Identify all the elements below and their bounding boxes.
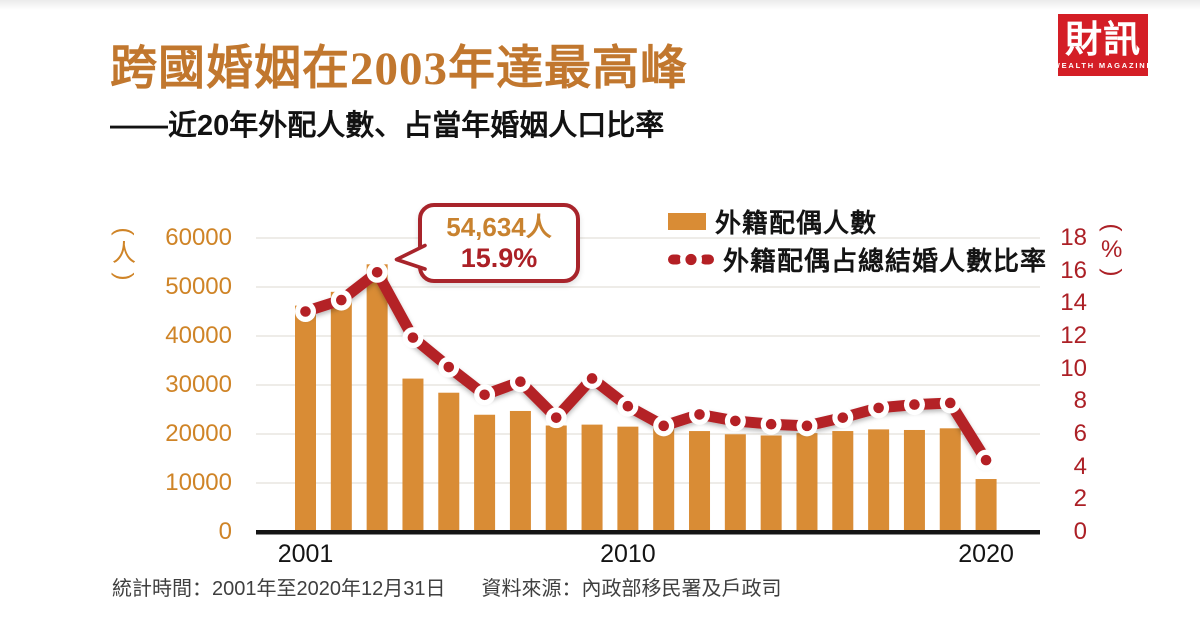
marker-dot-2018 (909, 399, 920, 410)
legend-item-bar: 外籍配偶人數 (668, 204, 1047, 238)
y-left-tick-10000: 10000 (165, 469, 232, 496)
marker-dot-2020 (980, 454, 992, 466)
x-tick-2020: 2020 (958, 540, 1014, 568)
legend-line-label: 外籍配偶占總結婚人數比率 (723, 245, 1048, 276)
bar-2002 (330, 291, 352, 530)
bar-2018 (903, 429, 925, 530)
page-title: 跨國婚姻在2003年達最高峰 (110, 43, 688, 95)
wealth-magazine-logo: 財訊 WEALTH MAGAZINE (1053, 14, 1152, 76)
y-axis-right-unit: (%) (1098, 220, 1126, 280)
marker-dot-2003 (371, 267, 383, 278)
y-left-tick-60000: 60000 (165, 224, 232, 251)
y-axis-left-unit: ( 人) (110, 224, 138, 284)
axis-unit-char: % (1101, 236, 1123, 263)
footer: 統計時間：2001年至2020年12月31日 資料來源：內政部移民署及戶政司 (112, 577, 781, 601)
axis-unit-char: ( (1098, 223, 1126, 232)
bar-2017 (868, 429, 890, 530)
legend-item-line: 外籍配偶占總結婚人數比率 (668, 242, 1047, 276)
y-axis-right: 18 16 14 12 10 8 6 4 2 0 (1045, 0, 1087, 627)
marker-dot-2002 (336, 294, 347, 306)
y-right-tick-10: 10 (1060, 354, 1087, 382)
marker-dot-2013 (730, 415, 741, 427)
axis-unit-char: ( (110, 227, 138, 236)
bar-series-swatch-icon (668, 212, 706, 230)
marker-dot-2008 (550, 412, 562, 423)
top-fade-strip (0, 0, 1200, 10)
y-left-tick-40000: 40000 (165, 322, 232, 349)
marker-dot-2004 (407, 332, 419, 343)
marker-dot-2006 (479, 389, 490, 401)
marker-dot-2010 (622, 400, 634, 412)
line-series-icon (668, 248, 714, 271)
bar-2012 (689, 431, 711, 530)
y-right-tick-0: 0 (1073, 518, 1087, 545)
page-subtitle: ——近20年外配人數、占當年婚姻人口比率 (110, 110, 665, 142)
bar-2020 (975, 479, 997, 530)
bar-2014 (760, 435, 782, 530)
bar-2010 (617, 426, 639, 530)
y-right-tick-8: 8 (1073, 387, 1087, 415)
marker-dot-2014 (765, 418, 777, 430)
axis-unit-char: ) (110, 272, 138, 281)
bar-2006 (474, 414, 496, 530)
bar-2013 (724, 434, 746, 530)
y-axis-left: 60000 50000 40000 30000 20000 10000 0 (150, 0, 232, 627)
y-right-tick-2: 2 (1073, 485, 1087, 513)
marker-dot-2005 (443, 361, 455, 373)
bar-2004 (402, 378, 424, 530)
footer-stat-time: 統計時間：2001年至2020年12月31日 (112, 578, 446, 600)
annotation-percent: 15.9% (460, 243, 538, 273)
bar-2003 (366, 264, 388, 530)
marker-dot-2009 (586, 373, 598, 384)
marker-dot-2007 (515, 376, 526, 388)
bar-2016 (832, 431, 854, 530)
y-left-tick-0: 0 (218, 518, 232, 545)
marker-dot-2001 (300, 306, 311, 317)
marker-dot-2019 (944, 397, 956, 409)
bar-2011 (653, 426, 675, 530)
marker-dot-2015 (801, 420, 813, 432)
y-left-tick-30000: 30000 (165, 371, 232, 398)
marker-dot-2011 (658, 420, 669, 432)
marker-dot-2012 (694, 409, 705, 420)
annotation-value: 54,634人 (446, 212, 552, 242)
bar-2015 (796, 433, 818, 530)
axis-unit-char: 人 (112, 240, 136, 267)
y-left-tick-20000: 20000 (165, 420, 232, 447)
y-left-tick-50000: 50000 (165, 273, 232, 300)
bar-2001 (295, 305, 316, 530)
bar-2007 (509, 410, 531, 530)
x-tick-2010: 2010 (600, 540, 656, 568)
bar-2019 (939, 428, 961, 530)
legend-bar-label: 外籍配偶人數 (715, 207, 878, 238)
peak-annotation-callout: 54,634人 15.9% (394, 203, 580, 283)
y-right-tick-14: 14 (1060, 289, 1087, 317)
y-right-tick-18: 18 (1060, 224, 1087, 251)
y-right-tick-4: 4 (1073, 452, 1087, 480)
y-right-tick-12: 12 (1060, 322, 1087, 349)
y-right-tick-16: 16 (1060, 256, 1087, 284)
logo-tagline: WEALTH MAGAZINE (1052, 60, 1154, 70)
logo-name: 財訊 (1065, 19, 1141, 61)
marker-dot-2017 (873, 402, 884, 414)
footer-source: 資料來源：內政部移民署及戶政司 (481, 578, 782, 600)
chart-legend: 外籍配偶人數 外籍配偶占總結婚人數比率 (668, 204, 1047, 280)
x-tick-2001: 2001 (277, 540, 334, 568)
x-axis-line (256, 530, 1040, 535)
axis-unit-char: ) (1098, 268, 1126, 277)
bar-2008 (545, 425, 567, 530)
marker-dot-2016 (837, 412, 849, 423)
bar-2005 (438, 392, 460, 530)
bar-2009 (581, 424, 603, 530)
callout-tail-icon (394, 243, 427, 271)
y-right-tick-6: 6 (1073, 420, 1087, 447)
